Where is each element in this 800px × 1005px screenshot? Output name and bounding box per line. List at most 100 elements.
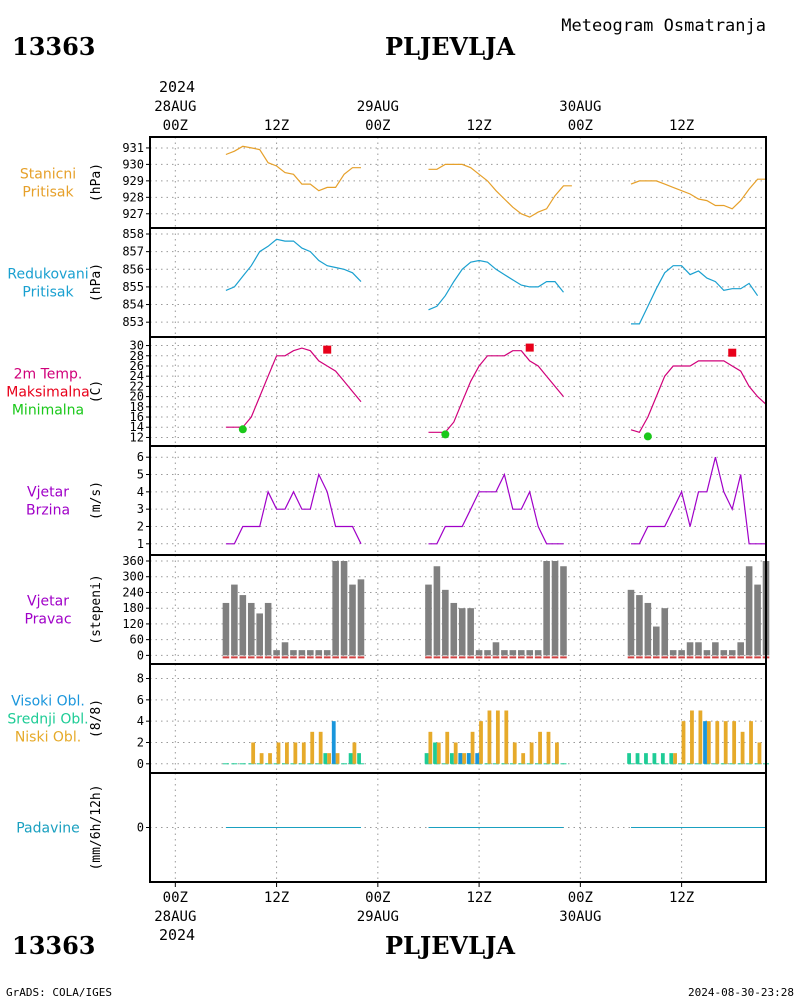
low-cloud-bar: [732, 721, 737, 764]
date-label-top: 30AUG: [559, 99, 601, 115]
y-tick-label: 30: [130, 339, 144, 353]
tmax-marker: [728, 348, 737, 357]
direction-bar: [433, 566, 441, 656]
direction-bar: [534, 650, 542, 656]
y-tick-label: 854: [122, 298, 144, 312]
y-tick-label: 4: [137, 714, 144, 728]
series-line: [225, 347, 362, 428]
panel-label: Srednji Obl.: [7, 712, 88, 728]
direction-bar: [357, 579, 365, 656]
low-cloud-bar: [512, 742, 517, 764]
panel-label: Vjetar: [27, 485, 69, 501]
mid-cloud-bar: [424, 753, 429, 764]
y-tick-label: 22: [130, 379, 144, 393]
panel-frame: [149, 227, 767, 338]
station-id-top: 13363: [12, 32, 96, 61]
series-line: [428, 350, 564, 433]
y-tick-label: 931: [122, 141, 144, 155]
y-tick-label: 12: [130, 430, 144, 444]
x-tick-label-bottom: 00Z: [163, 890, 188, 906]
direction-bar: [526, 650, 534, 656]
direction-bar: [712, 642, 719, 656]
low-cloud-bar: [698, 710, 703, 764]
series-line: [428, 163, 572, 218]
direction-bar: [222, 602, 230, 656]
x-tick-label-bottom: 12Z: [264, 890, 289, 906]
panel-label: Padavine: [16, 821, 80, 837]
x-tick-label-top: 12Z: [669, 118, 694, 134]
y-tick-label: 856: [122, 262, 144, 276]
panel-unit: (C): [89, 380, 104, 403]
y-tick-label: 5: [137, 468, 144, 482]
y-tick-label: 120: [122, 617, 144, 631]
panel-label: Pritisak: [22, 285, 74, 301]
direction-bar: [745, 566, 753, 656]
x-tick-label-top: 12Z: [466, 118, 491, 134]
direction-bar: [273, 650, 280, 656]
y-tick-label: 26: [130, 359, 144, 373]
low-cloud-bar: [470, 731, 475, 764]
year-bottom: 2024: [159, 926, 195, 944]
direction-bar: [450, 602, 458, 656]
mid-cloud-bar: [669, 753, 674, 764]
mid-cloud-bar: [627, 753, 631, 764]
series-line: [225, 238, 362, 291]
panel-unit: (hPa): [89, 263, 104, 302]
direction-bar: [501, 650, 508, 656]
panel-label: Stanicni: [20, 167, 76, 183]
y-tick-label: 857: [122, 245, 144, 259]
panel-label: 2m Temp.: [14, 367, 83, 383]
mid-cloud-bar: [323, 753, 328, 764]
y-tick-label: 928: [122, 190, 144, 204]
y-tick-label: 0: [137, 757, 144, 771]
low-cloud-bar: [715, 721, 720, 764]
y-tick-label: 858: [122, 227, 144, 241]
low-cloud-bar: [259, 753, 264, 764]
date-label-bottom: 28AUG: [154, 909, 196, 925]
y-tick-label: 855: [122, 280, 144, 294]
high-cloud-bar: [331, 721, 336, 764]
low-cloud-bar: [740, 731, 745, 764]
direction-bar: [458, 608, 466, 656]
low-cloud-bar: [487, 710, 492, 764]
panel-unit: (m/s): [89, 481, 104, 520]
low-cloud-bar: [529, 742, 534, 764]
low-cloud-bar: [276, 742, 281, 764]
y-tick-label: 929: [122, 174, 144, 188]
low-cloud-bar: [462, 753, 467, 764]
direction-bar: [686, 642, 694, 656]
low-cloud-bar: [268, 753, 272, 764]
y-tick-label: 2: [137, 519, 144, 533]
footer-left: GrADS: COLA/IGES: [6, 986, 112, 999]
direction-bar: [256, 613, 263, 656]
direction-bar: [298, 650, 306, 656]
series-line: [630, 178, 766, 210]
product-title: Meteogram Osmatranja: [561, 16, 766, 36]
low-cloud-bar: [690, 710, 694, 764]
low-cloud-bar: [335, 753, 340, 764]
station-id-bottom: 13363: [12, 931, 96, 960]
tmin-marker: [238, 425, 247, 434]
direction-bar: [627, 589, 635, 656]
direction-bar: [644, 602, 652, 656]
panel-label: Niski Obl.: [15, 730, 81, 746]
x-tick-label-bottom: 12Z: [466, 890, 491, 906]
tmax-marker: [323, 345, 332, 354]
tmin-marker: [643, 432, 652, 441]
panel-label: Pravac: [24, 612, 71, 628]
mid-cloud-bar: [660, 753, 665, 764]
y-tick-label: 6: [137, 693, 144, 707]
x-tick-label-top: 00Z: [365, 118, 390, 134]
low-cloud-bar: [301, 742, 306, 764]
high-cloud-bar: [466, 753, 471, 764]
y-tick-label: 853: [122, 315, 144, 329]
direction-bar: [543, 561, 550, 656]
low-cloud-bar: [285, 742, 289, 764]
low-cloud-bar: [251, 742, 256, 764]
direction-bar: [484, 650, 491, 656]
direction-bar: [695, 642, 702, 656]
year-top: 2024: [159, 78, 195, 96]
direction-bar: [247, 602, 255, 656]
low-cloud-bar: [327, 753, 332, 764]
panel-frame: [149, 136, 767, 229]
